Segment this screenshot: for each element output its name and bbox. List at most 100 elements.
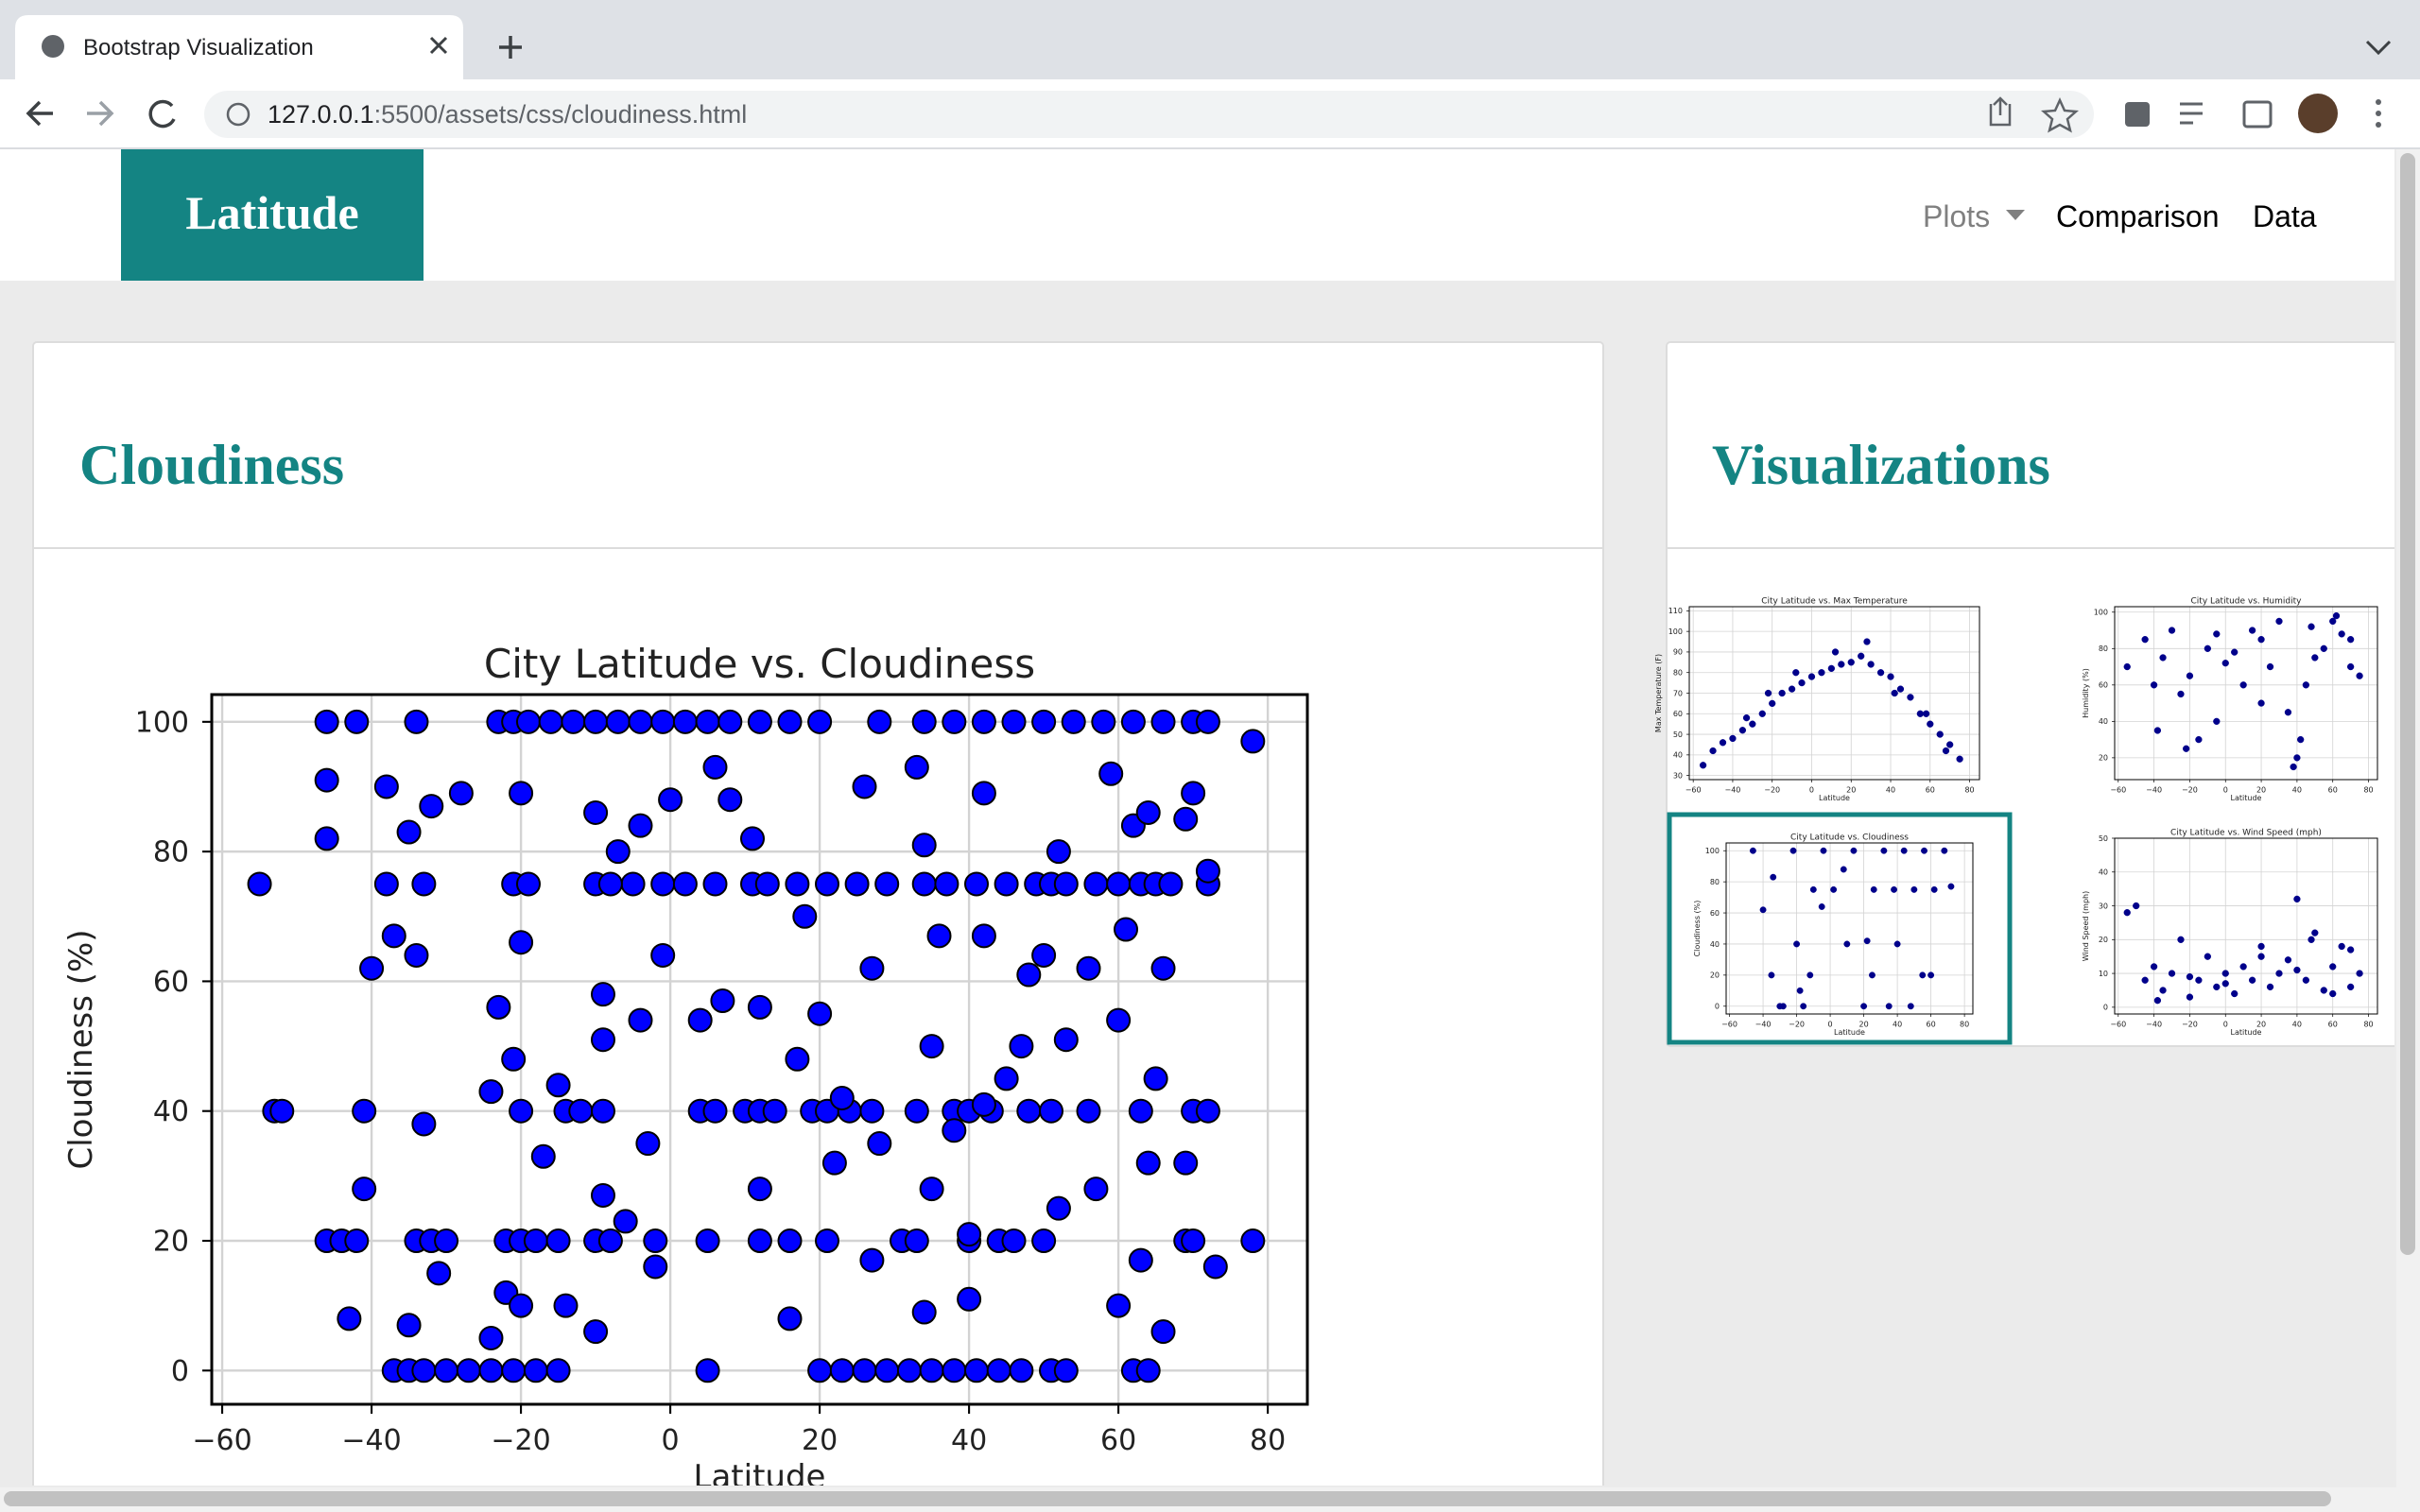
side-panel-icon[interactable] xyxy=(2242,100,2273,129)
active-thumbnail-border[interactable] xyxy=(1667,812,2013,1045)
data-point xyxy=(1910,885,1918,893)
media-icon[interactable] xyxy=(2180,102,2203,125)
navbar-brand[interactable]: Latitude xyxy=(185,186,358,239)
data-point xyxy=(314,826,339,851)
data-point xyxy=(1887,673,1894,680)
data-point xyxy=(904,1228,929,1254)
back-button[interactable] xyxy=(26,100,53,127)
bookmark-icon[interactable] xyxy=(2040,96,2080,133)
data-point xyxy=(1847,659,1855,666)
x-tick-label: 20 xyxy=(1846,785,1856,794)
navbar-brand-box[interactable] xyxy=(121,149,424,281)
tab-search[interactable] xyxy=(2365,40,2392,56)
x-tick-label: −20 xyxy=(1764,785,1780,794)
x-tick-label: 80 xyxy=(1964,785,1974,794)
tab-title[interactable]: Bootstrap Visualization xyxy=(83,35,314,60)
data-point xyxy=(545,1073,571,1098)
data-point xyxy=(785,1046,810,1072)
data-point xyxy=(523,1358,548,1383)
data-point xyxy=(314,767,339,793)
data-point xyxy=(314,709,339,734)
chart-title: City Latitude vs. Wind Speed (mph) xyxy=(2170,828,2322,837)
x-tick-label: −60 xyxy=(1721,1020,1737,1028)
data-point xyxy=(1181,781,1206,806)
profile-avatar[interactable] xyxy=(2298,94,2338,133)
y-tick-label: 100 xyxy=(135,706,189,739)
menu-dot[interactable] xyxy=(2376,122,2381,128)
data-point xyxy=(777,1306,803,1332)
plot-area xyxy=(2115,838,2377,1014)
data-point xyxy=(1083,1177,1109,1202)
data-point xyxy=(620,871,646,897)
data-point xyxy=(754,871,780,897)
nav-link[interactable]: Data xyxy=(2253,199,2317,233)
data-point xyxy=(590,1098,615,1124)
data-point xyxy=(1046,839,1071,865)
data-point xyxy=(807,1358,833,1383)
data-point xyxy=(1922,710,1930,717)
site-info[interactable] xyxy=(226,102,251,127)
forward-button[interactable] xyxy=(87,100,114,127)
y-axis-label: Max Temperature (F) xyxy=(1654,654,1663,732)
thumbnail-chart[interactable]: −60 −40 −20 0 20 40 60 80 30 40 50 60 70 80 90 100 110 Ci… xyxy=(1654,596,1980,802)
data-point xyxy=(478,1079,504,1105)
data-point xyxy=(1863,937,1871,945)
y-tick-label: 80 xyxy=(1710,878,1720,886)
data-point xyxy=(971,709,996,734)
data-point xyxy=(777,709,803,734)
url-path: :5500/assets/css/cloudiness.html xyxy=(374,100,748,129)
data-point xyxy=(2231,648,2238,656)
thumbnail-chart[interactable]: −60 −40 −20 0 20 40 60 80 0 10 20 30 40 50 City Latitu… xyxy=(2082,828,2378,1037)
data-point xyxy=(1098,761,1124,786)
menu-dot[interactable] xyxy=(2376,99,2381,105)
scrollbar-thumb[interactable] xyxy=(2400,153,2415,1255)
data-point xyxy=(1831,648,1840,656)
data-point xyxy=(2297,735,2305,744)
data-point xyxy=(635,1131,661,1157)
data-point xyxy=(1150,709,1176,734)
tab-close[interactable] xyxy=(429,36,448,55)
nav-link[interactable]: Comparison xyxy=(2056,199,2220,233)
data-point xyxy=(2221,660,2229,667)
data-point xyxy=(1776,1003,1784,1010)
y-tick-label: 50 xyxy=(1673,730,1683,739)
y-tick-label: 40 xyxy=(153,1095,189,1128)
address-bar[interactable] xyxy=(204,91,2094,138)
data-point xyxy=(1809,885,1817,893)
scrollbar-thumb[interactable] xyxy=(4,1491,2331,1506)
axes-frame xyxy=(210,693,1309,1406)
data-point xyxy=(2257,636,2265,644)
data-point xyxy=(695,1358,720,1383)
thumbnail-chart[interactable]: −60 −40 −20 0 20 40 60 80 20 40 60 80 100 City Latitu… xyxy=(2082,596,2378,802)
data-point xyxy=(1768,971,1775,979)
data-point xyxy=(926,923,952,949)
data-point xyxy=(1009,1034,1034,1059)
data-point xyxy=(605,709,631,734)
share-icon[interactable] xyxy=(1989,96,2012,127)
data-point xyxy=(1195,1098,1220,1124)
x-tick-label: 0 xyxy=(2223,785,2228,794)
new-tab[interactable] xyxy=(499,36,522,59)
data-point xyxy=(2338,630,2345,638)
active-tab[interactable] xyxy=(15,15,463,79)
axes-frame xyxy=(1688,606,1980,781)
data-point xyxy=(1798,679,1806,687)
reload-button[interactable] xyxy=(148,99,176,129)
data-point xyxy=(1830,885,1838,893)
data-point xyxy=(695,709,720,734)
menu-dot[interactable] xyxy=(2376,111,2381,116)
data-point xyxy=(1876,669,1885,677)
data-point xyxy=(1807,673,1816,680)
data-point xyxy=(859,1098,885,1124)
url[interactable]: 127.0.0.1:5500/assets/css/cloudiness.htm… xyxy=(268,100,747,129)
nav-link[interactable]: Plots xyxy=(1923,199,1990,233)
data-point xyxy=(1106,871,1132,897)
extensions-icon[interactable] xyxy=(2125,102,2150,127)
thumbnail-chart[interactable]: −60 −40 −20 0 20 40 60 80 0 20 40 60 80 100 City Latit… xyxy=(1693,833,1974,1037)
data-point xyxy=(1135,1358,1161,1383)
data-point xyxy=(1181,1228,1206,1254)
x-tick-label: −40 xyxy=(2146,1020,2162,1028)
data-point xyxy=(1150,1319,1176,1345)
data-point xyxy=(2159,987,2167,994)
